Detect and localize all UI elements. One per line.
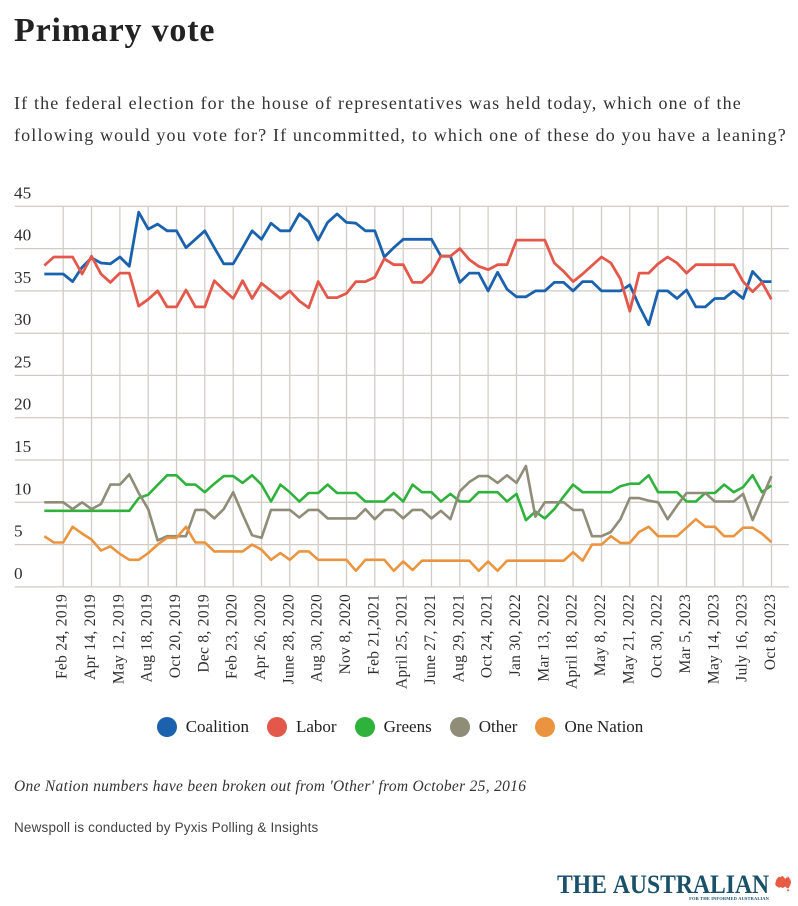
svg-text:Oct 24, 2021: Oct 24, 2021 <box>479 594 496 678</box>
svg-text:25: 25 <box>14 352 31 371</box>
svg-text:July 16, 2023: July 16, 2023 <box>734 594 751 682</box>
svg-text:20: 20 <box>14 395 31 414</box>
svg-text:May 21, 2022: May 21, 2022 <box>620 594 637 684</box>
svg-text:15: 15 <box>14 437 31 456</box>
svg-text:Oct 20, 2019: Oct 20, 2019 <box>167 594 184 678</box>
svg-text:Feb 23, 2020: Feb 23, 2020 <box>224 594 241 679</box>
svg-text:5: 5 <box>14 522 23 541</box>
svg-text:May 14, 2023: May 14, 2023 <box>705 594 722 684</box>
svg-text:Oct 8, 2023: Oct 8, 2023 <box>762 594 779 670</box>
svg-text:40: 40 <box>14 226 31 245</box>
svg-text:Feb 24, 2019: Feb 24, 2019 <box>54 594 71 679</box>
svg-text:35: 35 <box>14 268 31 287</box>
svg-text:30: 30 <box>14 310 31 329</box>
svg-text:April 25, 2021: April 25, 2021 <box>394 594 411 689</box>
svg-text:Jan 30, 2022: Jan 30, 2022 <box>507 594 524 676</box>
svg-text:0: 0 <box>14 564 23 583</box>
svg-text:Apr 14, 2019: Apr 14, 2019 <box>82 594 99 680</box>
svg-text:May 8, 2022: May 8, 2022 <box>592 594 609 676</box>
svg-text:Feb 21,2021: Feb 21,2021 <box>365 594 382 675</box>
svg-text:Nov 8, 2020: Nov 8, 2020 <box>337 594 354 674</box>
svg-text:June 27, 2021: June 27, 2021 <box>422 594 439 684</box>
svg-text:Aug 29, 2021: Aug 29, 2021 <box>450 594 467 682</box>
svg-text:Aug 18, 2019: Aug 18, 2019 <box>139 594 156 682</box>
svg-text:Aug 30, 2020: Aug 30, 2020 <box>309 594 326 682</box>
svg-text:Mar 5, 2023: Mar 5, 2023 <box>677 594 694 674</box>
svg-text:May 12, 2019: May 12, 2019 <box>110 594 127 684</box>
svg-text:Mar 13, 2022: Mar 13, 2022 <box>535 594 552 682</box>
svg-text:Apr 26, 2020: Apr 26, 2020 <box>252 594 269 680</box>
svg-text:April 18, 2022: April 18, 2022 <box>564 594 581 689</box>
svg-text:45: 45 <box>14 183 31 202</box>
svg-text:Dec 8, 2019: Dec 8, 2019 <box>195 594 212 673</box>
svg-text:10: 10 <box>14 479 31 498</box>
svg-text:June 28, 2020: June 28, 2020 <box>280 594 297 684</box>
svg-text:Oct 30, 2022: Oct 30, 2022 <box>649 594 666 678</box>
